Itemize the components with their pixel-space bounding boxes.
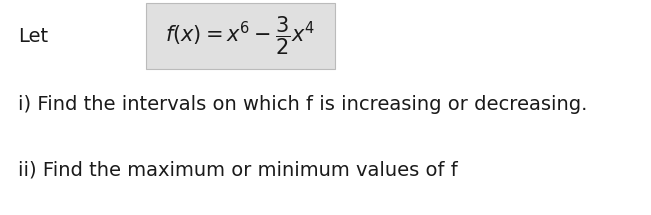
Text: $f(x) = x^6 - \dfrac{3}{2}x^4$: $f(x) = x^6 - \dfrac{3}{2}x^4$: [165, 15, 316, 57]
Text: Let: Let: [18, 28, 48, 46]
FancyBboxPatch shape: [146, 3, 335, 69]
Text: i) Find the intervals on which f is increasing or decreasing.: i) Find the intervals on which f is incr…: [18, 95, 587, 115]
Text: ii) Find the maximum or minimum values of f: ii) Find the maximum or minimum values o…: [18, 161, 458, 180]
